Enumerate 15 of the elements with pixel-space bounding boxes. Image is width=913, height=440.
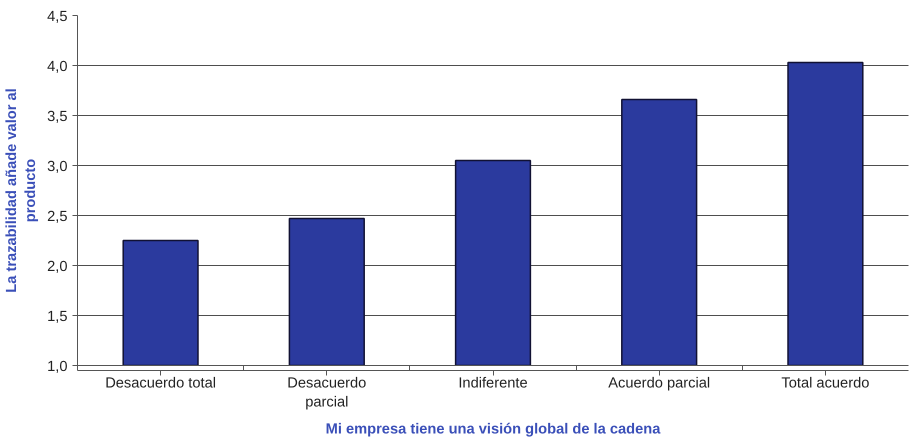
y-tick-label: 3,5 — [47, 109, 68, 125]
y-tick-label: 1,0 — [47, 359, 68, 375]
x-tick-label: Indiferente — [458, 376, 528, 392]
y-tick-label: 1,5 — [47, 309, 68, 325]
x-tick-label: Desacuerdo parcial — [287, 376, 366, 411]
x-tick-label: Total acuerdo — [781, 376, 870, 392]
x-tick-label: Desacuerdo total — [105, 376, 216, 392]
y-tick-label: 2,0 — [47, 259, 68, 275]
x-axis-title: Mi empresa tiene una visión global de la cadena — [326, 422, 662, 438]
y-tick-label: 4,0 — [47, 59, 68, 75]
y-tick-label: 2,5 — [47, 209, 68, 225]
y-tick-label: 4,5 — [47, 9, 68, 25]
x-tick-label: Acuerdo parcial — [608, 376, 710, 392]
y-axis-title: La trazabilidad añade valor al producto — [4, 88, 40, 293]
y-tick-label: 3,0 — [47, 159, 68, 175]
